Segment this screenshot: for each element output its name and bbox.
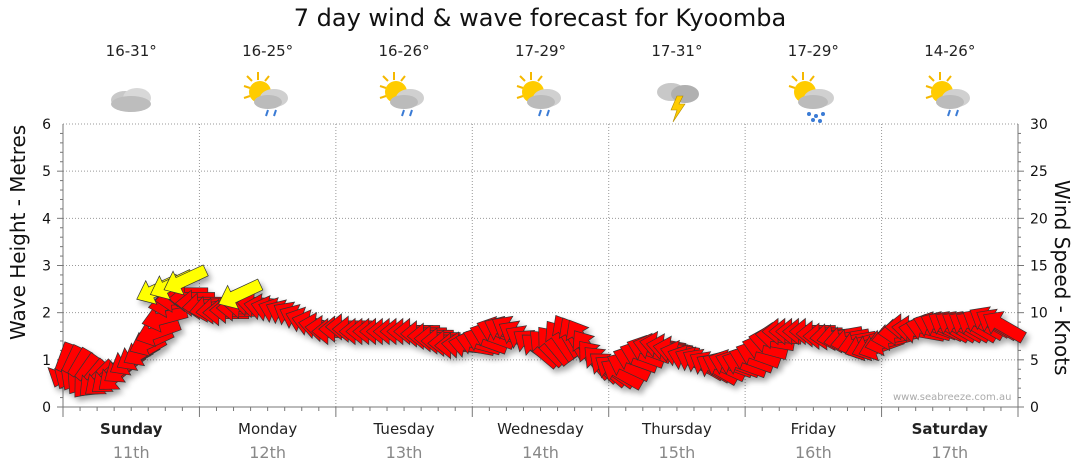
wind-arrow-strong <box>218 278 264 310</box>
day-date-label: 11th <box>112 443 150 462</box>
wind-arrow-strong <box>163 264 209 296</box>
sun-rain-icon <box>783 68 843 124</box>
day-date-label: 12th <box>249 443 287 462</box>
cloudy-icon <box>101 68 161 124</box>
day-date-label: 14th <box>522 443 559 462</box>
chart-title: 7 day wind & wave forecast for Kyoomba <box>293 4 787 32</box>
left-tick-label: 6 <box>42 117 51 133</box>
sun-shower-icon <box>920 68 980 124</box>
wind-arrow <box>983 311 1027 344</box>
watermark: www.seabreeze.com.au <box>893 392 1012 403</box>
day-name-label: Thursday <box>642 420 712 438</box>
left-axis-label: Wave Height - Metres <box>6 124 30 340</box>
right-tick-label: 20 <box>1030 211 1048 227</box>
sun-shower-icon <box>511 68 571 124</box>
day-name-label: Sunday <box>100 420 163 438</box>
right-tick-label: 30 <box>1030 117 1048 133</box>
day-date-label: 15th <box>658 443 696 462</box>
left-tick-label: 4 <box>42 211 51 227</box>
day-date-label: 13th <box>385 443 423 462</box>
thunderstorm-icon <box>647 68 707 124</box>
left-tick-label: 1 <box>42 353 51 369</box>
sun-shower-icon <box>374 68 434 124</box>
day-temperature: 14-26° <box>924 42 976 60</box>
right-tick-label: 15 <box>1030 259 1048 275</box>
day-temperature: 16-26° <box>378 42 430 60</box>
day-temperature: 17-29° <box>787 42 839 60</box>
left-tick-label: 2 <box>42 306 51 322</box>
right-axis-label: Wind Speed - Knots <box>1050 180 1074 376</box>
right-tick-label: 25 <box>1030 164 1048 180</box>
left-tick-label: 3 <box>42 259 51 275</box>
right-tick-label: 5 <box>1030 353 1039 369</box>
sun-shower-icon <box>238 68 298 124</box>
day-date-label: 17th <box>931 443 969 462</box>
day-temperature: 16-25° <box>242 42 294 60</box>
day-date-label: 16th <box>794 443 832 462</box>
day-name-label: Tuesday <box>373 420 435 438</box>
right-tick-label: 0 <box>1030 400 1039 416</box>
day-temperature: 17-29° <box>514 42 567 60</box>
day-temperature: 16-31° <box>105 42 157 60</box>
day-name-label: Wednesday <box>497 420 584 438</box>
left-tick-label: 0 <box>42 400 51 416</box>
day-temperature: 17-31° <box>651 42 703 60</box>
right-tick-label: 10 <box>1030 306 1048 322</box>
day-name-label: Monday <box>238 420 298 438</box>
day-name-label: Friday <box>790 420 837 438</box>
day-name-label: Saturday <box>911 420 988 438</box>
left-tick-label: 5 <box>42 164 51 180</box>
